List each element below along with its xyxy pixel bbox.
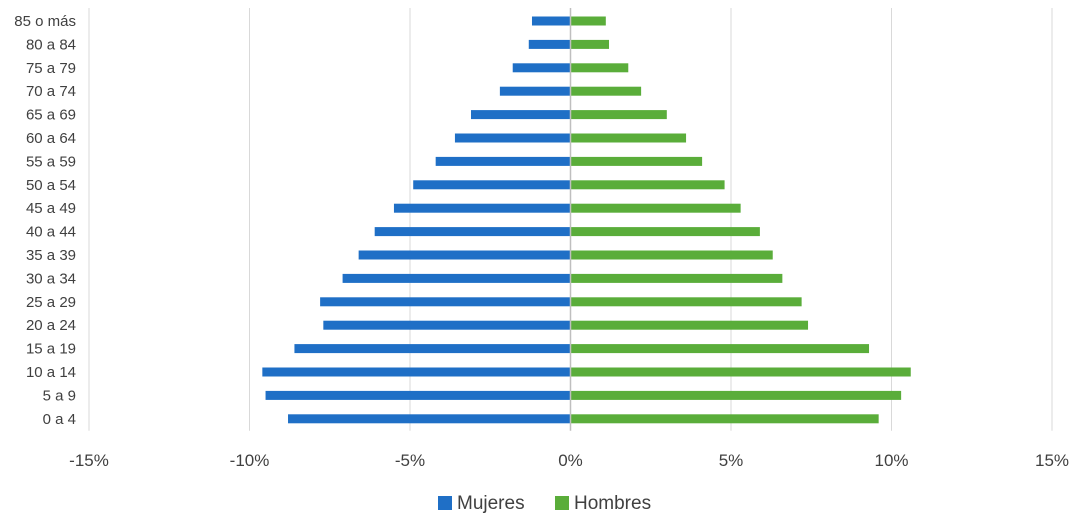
bar-hombres-4 <box>570 110 667 120</box>
bar-hombres-6 <box>570 156 703 166</box>
bar-mujeres-13 <box>323 320 571 330</box>
x-tick-label-6: 15% <box>1035 451 1069 470</box>
bar-hombres-11 <box>570 273 783 283</box>
bars <box>262 16 911 424</box>
bar-hombres-7 <box>570 180 725 190</box>
bar-mujeres-11 <box>342 273 571 283</box>
category-label-8: 45 a 49 <box>26 200 76 217</box>
category-label-5: 60 a 64 <box>26 130 76 147</box>
bar-mujeres-9 <box>374 227 571 237</box>
bar-mujeres-15 <box>262 367 571 377</box>
bar-hombres-0 <box>570 16 606 26</box>
category-label-13: 20 a 24 <box>26 317 76 334</box>
category-label-4: 65 a 69 <box>26 107 76 124</box>
bar-mujeres-6 <box>435 156 571 166</box>
bar-hombres-3 <box>570 86 642 96</box>
legend-swatch-mujeres <box>438 496 452 510</box>
bar-mujeres-7 <box>413 180 571 190</box>
x-tick-label-2: -5% <box>395 451 425 470</box>
x-tick-labels: -15% -10% -5% 0% 5% 10% 15% <box>69 451 1069 470</box>
bar-hombres-14 <box>570 344 870 354</box>
category-label-9: 40 a 44 <box>26 224 76 241</box>
category-label-10: 35 a 39 <box>26 247 76 264</box>
bar-mujeres-4 <box>470 110 571 120</box>
category-labels: 85 o más 80 a 84 75 a 79 70 a 74 65 a 69 60 a… <box>14 13 76 428</box>
bar-mujeres-12 <box>320 297 571 307</box>
x-tick-label-0: -15% <box>69 451 109 470</box>
bar-mujeres-0 <box>531 16 571 26</box>
bar-mujeres-17 <box>288 414 571 424</box>
category-label-2: 75 a 79 <box>26 60 76 77</box>
bar-hombres-10 <box>570 250 773 260</box>
legend-label-hombres: Hombres <box>574 493 651 514</box>
x-tick-label-3: 0% <box>558 451 583 470</box>
category-label-15: 10 a 14 <box>26 364 76 381</box>
category-label-11: 30 a 34 <box>26 270 76 287</box>
bar-mujeres-14 <box>294 344 571 354</box>
x-tick-label-4: 5% <box>719 451 744 470</box>
bar-hombres-16 <box>570 390 902 400</box>
bar-hombres-2 <box>570 63 629 73</box>
legend-swatch-hombres <box>555 496 569 510</box>
category-label-14: 15 a 19 <box>26 341 76 358</box>
legend-item-hombres: Hombres <box>555 493 651 514</box>
bar-hombres-17 <box>570 414 879 424</box>
bar-hombres-15 <box>570 367 911 377</box>
legend-label-mujeres: Mujeres <box>457 493 525 514</box>
bar-hombres-5 <box>570 133 687 143</box>
bar-hombres-8 <box>570 203 741 213</box>
bar-mujeres-1 <box>528 39 571 49</box>
bar-hombres-1 <box>570 39 610 49</box>
category-label-12: 25 a 29 <box>26 294 76 311</box>
legend: Mujeres Hombres <box>438 493 651 514</box>
bar-mujeres-16 <box>265 390 571 400</box>
bar-mujeres-2 <box>512 63 571 73</box>
bar-hombres-13 <box>570 320 809 330</box>
bar-hombres-9 <box>570 227 760 237</box>
category-label-1: 80 a 84 <box>26 36 76 53</box>
category-label-3: 70 a 74 <box>26 83 76 100</box>
bar-mujeres-8 <box>393 203 571 213</box>
category-label-16: 5 a 9 <box>43 387 76 404</box>
gridlines <box>88 8 1053 431</box>
category-label-17: 0 a 4 <box>43 411 76 428</box>
x-tick-label-5: 10% <box>874 451 908 470</box>
x-tick-label-1: -10% <box>230 451 270 470</box>
bar-mujeres-10 <box>358 250 571 260</box>
category-label-0: 85 o más <box>14 13 76 30</box>
bar-mujeres-5 <box>454 133 571 143</box>
category-label-7: 50 a 54 <box>26 177 76 194</box>
bar-hombres-12 <box>570 297 802 307</box>
category-label-6: 55 a 59 <box>26 153 76 170</box>
legend-item-mujeres: Mujeres <box>438 493 525 514</box>
bar-mujeres-3 <box>499 86 571 96</box>
